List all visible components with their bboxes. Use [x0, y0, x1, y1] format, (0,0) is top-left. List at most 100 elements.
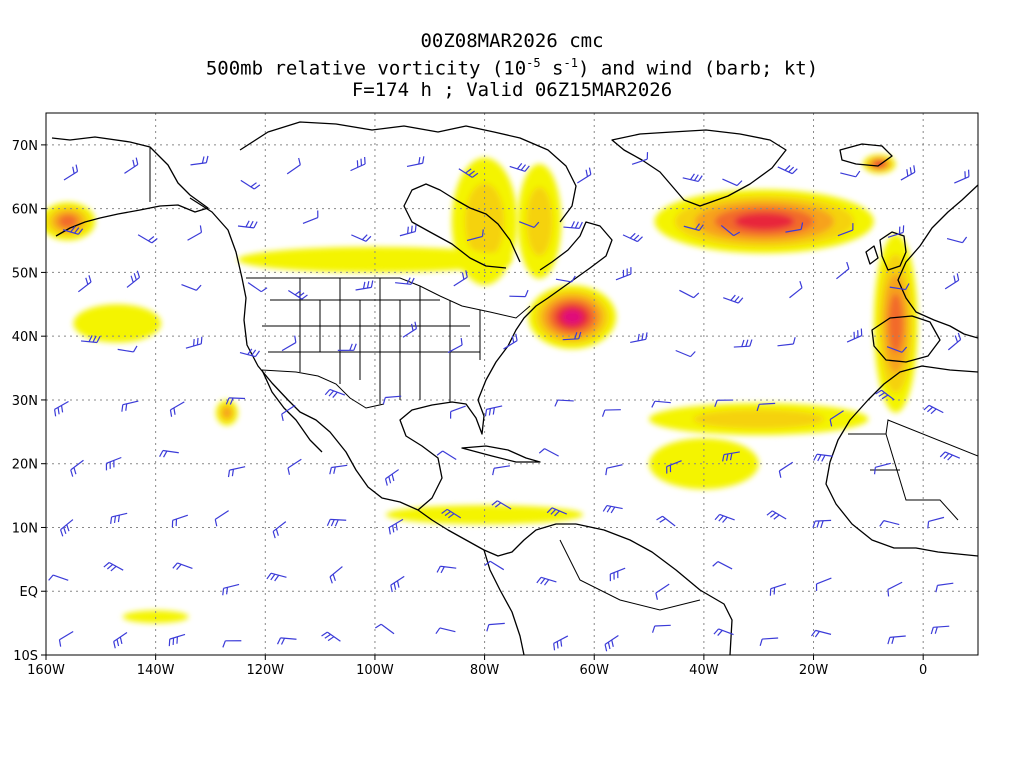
wind-barb — [503, 333, 518, 350]
coast-cuba — [461, 445, 541, 463]
lon-tick-label: 40W — [689, 663, 719, 678]
vorticity-shading — [46, 154, 918, 624]
coast-africa — [825, 365, 978, 557]
lon-tick-label: 20W — [799, 663, 829, 678]
vorticity-contour — [734, 212, 795, 231]
wind-barb — [48, 574, 69, 581]
wind-barb — [666, 460, 682, 474]
header-line-3: F=174 h ; Valid 06Z15MAR2026 — [351, 79, 673, 102]
lon-tick-label: 160W — [27, 663, 65, 678]
wind-barb — [286, 157, 301, 175]
wind-barb — [714, 399, 734, 408]
wind-barb — [453, 270, 468, 287]
wind-barb — [402, 321, 417, 338]
wind-barb — [946, 236, 968, 244]
wind-barb — [723, 294, 744, 304]
vorticity-contour — [385, 505, 584, 525]
header-line-2-exp2: -1 — [563, 56, 578, 70]
wind-barb — [272, 521, 287, 539]
lat-tick-label: EQ — [20, 585, 38, 600]
wind-barb — [675, 349, 696, 358]
lat-tick-label: 40N — [12, 330, 38, 345]
vorticity-feature — [649, 403, 869, 436]
lat-tick-label: 20N — [12, 458, 38, 473]
vorticity-feature — [385, 505, 584, 525]
wind-barb — [846, 328, 863, 343]
lat-tick-label: 10N — [12, 521, 38, 536]
wind-barb — [683, 223, 704, 231]
wind-barb — [759, 637, 779, 646]
border-us-states — [262, 278, 481, 404]
wind-barb — [435, 627, 456, 635]
map-header: 00Z08MAR2026 cmc 500mb relative vorticit… — [0, 30, 1024, 101]
wind-barb — [722, 451, 740, 462]
wind-barb — [329, 566, 343, 584]
wind-barb — [441, 508, 462, 519]
vorticity-feature — [73, 304, 162, 343]
wind-barb — [247, 282, 268, 293]
lat-tick-label: 50N — [12, 266, 38, 281]
wind-barb — [190, 155, 209, 166]
vorticity-contour — [222, 407, 232, 419]
coast-central-america — [417, 509, 576, 557]
wind-barb — [237, 220, 258, 229]
wind-barb — [58, 631, 74, 647]
wind-barb — [337, 343, 357, 351]
wind-barb — [651, 400, 671, 408]
coast-iberia — [871, 315, 941, 363]
wind-barb — [538, 448, 559, 457]
wind-barb — [137, 234, 158, 244]
wind-barb — [536, 576, 557, 586]
wind-barb — [766, 510, 787, 520]
vorticity-contour — [122, 610, 189, 624]
wind-barb — [947, 332, 962, 351]
wind-barb — [777, 164, 798, 175]
wind-barb — [713, 628, 734, 636]
wind-barb — [172, 562, 193, 571]
wind-barb — [70, 459, 84, 477]
lon-tick-label: 120W — [246, 663, 284, 678]
wind-barb — [939, 451, 961, 461]
wind-barb — [121, 400, 139, 412]
wind-barb — [222, 640, 242, 648]
lat-tick-label: 60N — [12, 203, 38, 218]
border-us-mexico — [261, 369, 385, 409]
wind-barb — [351, 234, 372, 242]
wind-barb — [302, 210, 319, 224]
wind-barb — [615, 267, 632, 281]
wind-barb — [555, 275, 576, 283]
wind-barb — [609, 567, 626, 582]
wind-barb — [887, 635, 906, 645]
wind-barb — [887, 225, 905, 238]
coast-europe — [897, 184, 978, 339]
wind-barb — [77, 275, 92, 293]
lon-tick-label: 140W — [137, 663, 175, 678]
wind-barb — [631, 152, 649, 165]
wind-barb — [399, 224, 417, 237]
wind-barb — [923, 404, 944, 415]
wind-barb — [384, 469, 399, 486]
vorticity-contour — [649, 438, 759, 490]
wind-barb — [720, 225, 741, 237]
coast-alaska — [51, 136, 209, 237]
vorticity-feature — [122, 610, 189, 624]
wind-barb — [887, 581, 903, 597]
wind-barb — [486, 622, 505, 632]
wind-barb — [815, 577, 832, 591]
border-south-america — [559, 539, 701, 611]
wind-barb — [562, 331, 582, 341]
wind-barb — [185, 336, 203, 349]
vorticity-contour — [562, 309, 583, 325]
wind-barbs — [48, 152, 970, 652]
wind-barb — [53, 400, 69, 417]
wind-barb — [553, 635, 569, 651]
wind-barb — [630, 332, 648, 344]
wind-barb — [944, 273, 960, 290]
vorticity-contour — [58, 215, 78, 228]
wind-barb — [875, 389, 895, 401]
wind-barb — [390, 575, 405, 593]
header-line-2-mid: s — [540, 57, 564, 80]
wind-barb — [682, 173, 703, 183]
coast-pacific-nw — [189, 197, 419, 511]
